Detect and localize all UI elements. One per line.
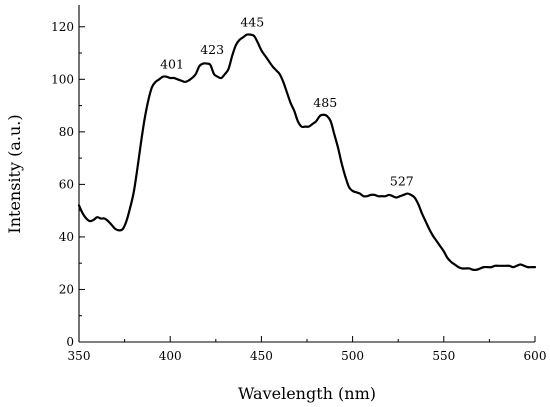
y-tick-label: 0: [66, 335, 74, 349]
peak-label-485: 485: [313, 95, 337, 110]
x-ticks: 350 400 450 500 550 600: [68, 336, 547, 363]
peak-label-527: 527: [390, 174, 414, 189]
plot-area: 350 400 450 500 550 600 0 20 40 60 80 100 120 401 42…: [51, 5, 546, 363]
y-tick-label: 80: [59, 125, 74, 139]
y-tick-label: 60: [59, 177, 74, 191]
x-tick-label: 450: [250, 349, 273, 363]
x-tick-label: 600: [524, 349, 547, 363]
peak-label-445: 445: [240, 15, 264, 30]
y-tick-label: 100: [51, 72, 74, 86]
peak-label-423: 423: [200, 42, 224, 57]
y-tick-label: 120: [51, 20, 74, 34]
x-axis-title: Wavelength (nm): [238, 384, 376, 403]
x-tick-label: 500: [341, 349, 364, 363]
y-axis-title: Intensity (a.u.): [5, 114, 24, 233]
spectrum-line: [77, 33, 537, 272]
y-tick-label: 40: [59, 230, 74, 244]
y-ticks: 0 20 40 60 80 100 120: [51, 20, 85, 349]
peak-label-401: 401: [160, 57, 184, 72]
x-tick-label: 350: [68, 349, 91, 363]
y-tick-label: 20: [59, 282, 74, 296]
x-tick-label: 550: [432, 349, 455, 363]
x-tick-label: 400: [159, 349, 182, 363]
peak-annotations: 401 423 445 485 527: [160, 15, 414, 189]
